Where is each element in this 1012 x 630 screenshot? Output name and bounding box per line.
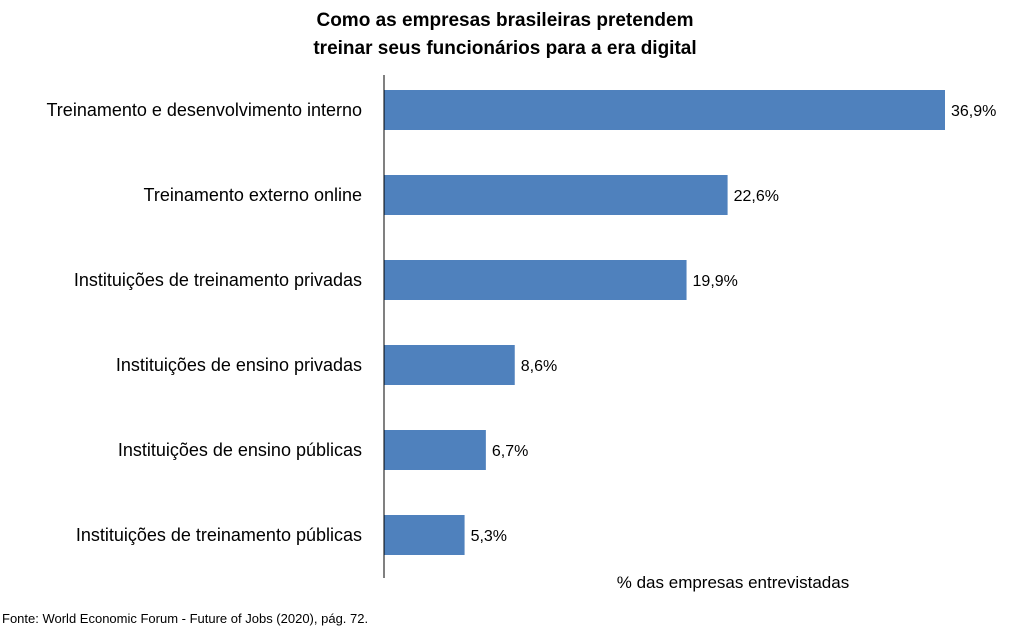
bar	[384, 260, 687, 300]
category-label: Instituições de treinamento privadas	[74, 270, 362, 290]
category-label: Instituições de ensino públicas	[118, 440, 362, 460]
bar	[384, 430, 486, 470]
source-note: Fonte: World Economic Forum - Future of …	[2, 611, 369, 626]
x-axis-label: % das empresas entrevistadas	[617, 573, 849, 592]
value-label: 5,3%	[471, 528, 507, 545]
chart-title-line-1: Como as empresas brasileiras pretendem	[316, 10, 693, 31]
chart-title-line-2: treinar seus funcionários para a era dig…	[313, 38, 696, 59]
value-label: 19,9%	[693, 273, 738, 290]
category-label: Instituições de treinamento públicas	[76, 525, 362, 545]
value-label: 8,6%	[521, 358, 557, 375]
value-label: 6,7%	[492, 443, 528, 460]
category-label: Treinamento externo online	[144, 185, 362, 205]
value-label: 22,6%	[734, 188, 779, 205]
value-label: 36,9%	[951, 103, 996, 120]
bar	[384, 515, 465, 555]
category-label: Treinamento e desenvolvimento interno	[46, 100, 362, 120]
bar	[384, 90, 945, 130]
category-label: Instituições de ensino privadas	[116, 355, 362, 375]
bar	[384, 175, 728, 215]
bar	[384, 345, 515, 385]
bars-layer: Treinamento e desenvolvimento interno 36,…	[46, 90, 996, 555]
